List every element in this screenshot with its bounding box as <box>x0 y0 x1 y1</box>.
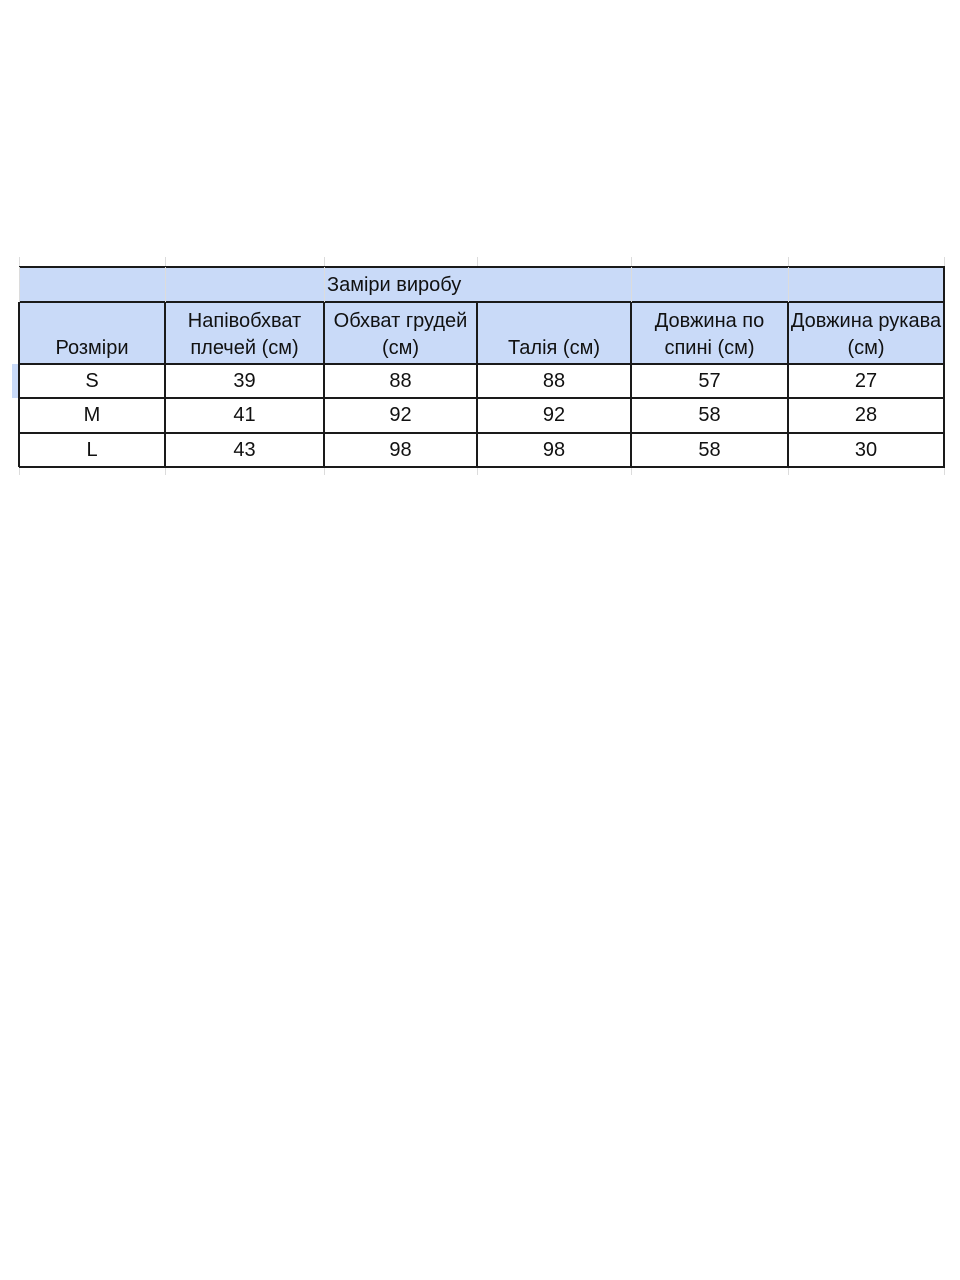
size-label-cell: S <box>85 369 99 392</box>
row-border <box>19 466 945 468</box>
column-border <box>323 302 325 467</box>
measurement-cell: 28 <box>854 404 878 426</box>
column-header: Обхват грудей (см) <box>324 302 477 364</box>
measurement-cell: 39 <box>233 369 256 392</box>
column-border <box>630 302 632 467</box>
gridline <box>324 267 325 302</box>
title-row-cell <box>631 267 788 302</box>
gridline <box>324 467 325 475</box>
gridline <box>19 467 20 475</box>
column-border <box>943 267 945 467</box>
gridline <box>165 267 166 302</box>
gridline <box>324 257 325 267</box>
gridline <box>944 257 945 267</box>
measurement-cell: 58 <box>698 438 721 461</box>
column-border <box>164 302 166 467</box>
column-header: Довжина по спині (см) <box>631 302 788 364</box>
gridline <box>19 257 20 267</box>
title-row-cell <box>324 267 477 302</box>
title-row-cell <box>477 267 631 302</box>
gridline <box>19 267 20 302</box>
gridline <box>631 257 632 267</box>
measurement-cell: 27 <box>854 369 878 392</box>
column-border <box>476 302 478 467</box>
gridline <box>165 467 166 475</box>
column-border <box>18 302 20 467</box>
gridline <box>788 467 789 475</box>
measurement-cell: 98 <box>389 438 412 461</box>
gridline <box>788 257 789 267</box>
table-title: Заміри виробу <box>327 274 462 296</box>
gridline <box>631 467 632 475</box>
size-label-cell: L <box>86 438 98 461</box>
measurement-cell: 98 <box>542 438 566 461</box>
column-border <box>787 302 789 467</box>
measurement-cell: 88 <box>542 369 566 392</box>
title-row-cell <box>19 267 165 302</box>
measurement-cell: 92 <box>389 404 412 426</box>
row-border <box>19 397 945 399</box>
gridline <box>165 257 166 267</box>
row-border <box>19 363 945 365</box>
gridline <box>944 467 945 475</box>
row-border <box>19 432 945 434</box>
measurement-cell: 43 <box>233 438 256 461</box>
measurement-cell: 41 <box>233 404 256 426</box>
measurement-cell: 58 <box>698 404 721 426</box>
gridline <box>477 467 478 475</box>
gridline <box>631 267 632 302</box>
measurement-cell: 92 <box>542 404 566 426</box>
column-header: Талія (см) <box>477 302 631 364</box>
column-header: Довжина рукава (см) <box>788 302 944 364</box>
row-border <box>19 301 945 303</box>
gridline <box>788 267 789 302</box>
title-row-cell <box>788 267 944 302</box>
column-header: Розміри <box>19 302 165 364</box>
column-header: Напівобхват плечей (см) <box>165 302 324 364</box>
measurement-cell: 57 <box>698 369 721 392</box>
size-label-cell: M <box>83 404 101 426</box>
row-selection-indicator <box>12 364 19 398</box>
measurement-cell: 88 <box>389 369 412 392</box>
title-row-cell <box>165 267 324 302</box>
row-border <box>19 266 945 268</box>
gridline <box>477 257 478 267</box>
measurement-cell: 30 <box>854 438 878 461</box>
